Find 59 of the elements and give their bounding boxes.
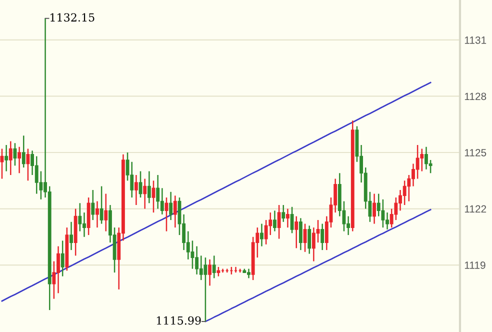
candlestick [199,255,203,281]
candlestick [260,223,264,247]
candlestick [298,218,302,251]
line-series [204,209,432,322]
candlestick [160,188,164,216]
candlestick [372,193,376,224]
candlestick [22,134,26,168]
candlestick [204,256,208,322]
candlestick [381,198,385,228]
candlestick [100,186,104,224]
candlestick [0,148,4,180]
candlestick [18,146,22,174]
candlestick [290,206,294,234]
y-tick-label: 1122 [464,205,486,213]
candlestick [376,193,380,217]
candlestick [190,240,194,270]
line-series [1,82,432,302]
candlestick [273,210,276,232]
candlestick [143,178,147,210]
candlestick [147,170,151,204]
candlestick [320,223,324,251]
candlestick [277,204,281,240]
candlestick [394,196,398,221]
y-tick-label: 1119 [464,262,486,269]
candlestick [282,204,286,223]
candlestick [134,174,138,206]
candlestick [78,202,82,232]
candlestick [212,255,216,279]
candlestick [208,258,212,286]
candlestick [216,266,220,277]
candlestick [173,195,177,228]
candlestick [294,216,298,249]
candlestick [416,144,420,180]
y-tick-label: 1125 [464,148,486,156]
candlestick [96,200,99,228]
annotation: 1115.99 [156,316,201,325]
candlestick [70,221,73,251]
candlestick [152,180,156,214]
candlestick [402,180,406,206]
candlestick [420,148,424,172]
candlestick [312,226,316,262]
y-tick-label: 1131 [464,36,486,44]
candlestick [8,140,12,176]
candlestick [4,144,8,172]
candlestick [264,219,268,246]
candlestick [169,191,173,221]
candlestick [268,212,272,236]
candlestick [104,193,108,232]
candlestick [195,246,199,276]
candlestick [286,208,290,228]
y-tick-label: 1128 [464,92,486,100]
annotation: 1132.15 [50,13,94,22]
candlestick [156,174,160,210]
candlestick [34,156,38,194]
candlestick [164,196,168,232]
candlestick [60,240,64,277]
candlestick [308,225,312,254]
candlestick [130,161,134,198]
candlestick [91,189,95,221]
